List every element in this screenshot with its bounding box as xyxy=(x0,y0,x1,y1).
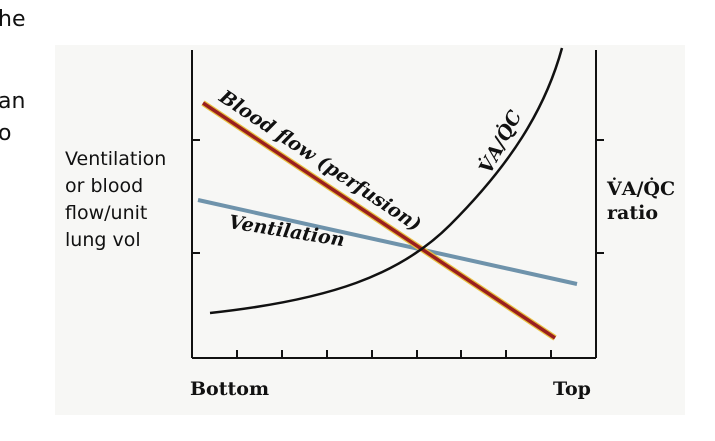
left-axis-label: flow/unit xyxy=(65,202,147,224)
x-label-bottom: Bottom xyxy=(190,378,269,400)
bottom-ticks xyxy=(236,350,552,358)
ratio-curve xyxy=(209,47,564,315)
left-axis-label: or blood xyxy=(65,175,143,197)
left-axis-label: lung vol xyxy=(65,229,141,251)
axes xyxy=(191,50,604,359)
text-fragment: he xyxy=(0,7,25,32)
blood-flow-line xyxy=(202,101,556,340)
x-label-top: Top xyxy=(553,378,591,400)
left-axis-label: Ventilation xyxy=(65,148,166,170)
text-fragment: o xyxy=(0,121,11,146)
text-fragment: an xyxy=(0,89,25,114)
right-axis-label: ratio xyxy=(607,202,658,224)
scan-background xyxy=(55,45,685,415)
right-axis-label: V̇A/Q̇C xyxy=(606,178,675,200)
ventilation-line xyxy=(197,198,578,286)
